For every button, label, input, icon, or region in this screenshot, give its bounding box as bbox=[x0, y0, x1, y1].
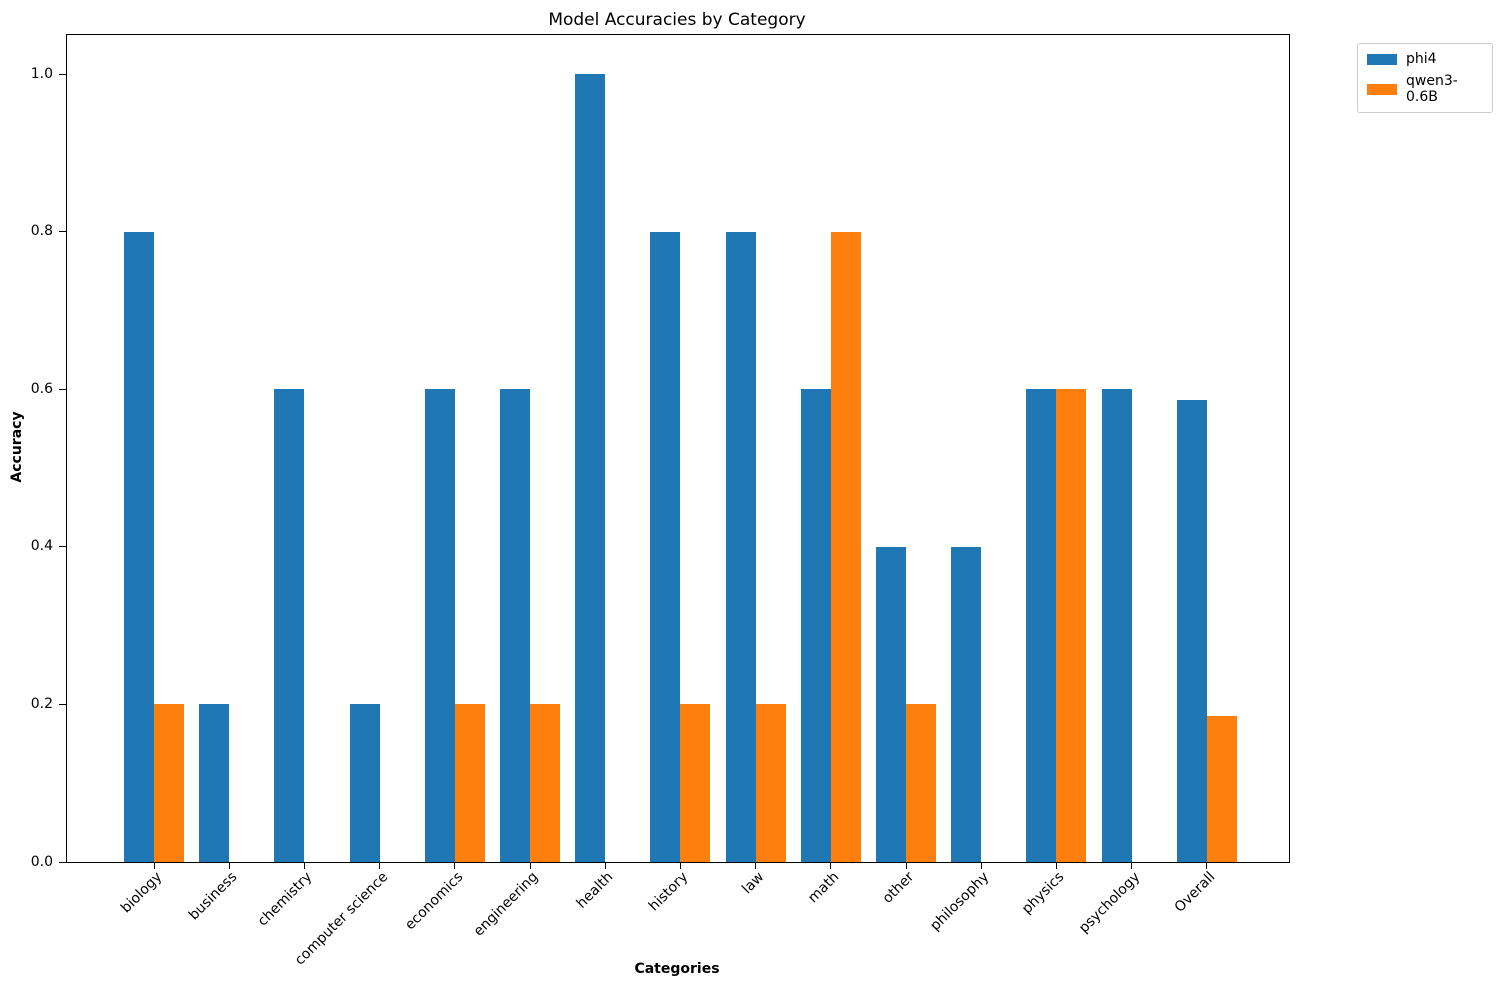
legend-swatch-phi4 bbox=[1367, 53, 1397, 65]
bar-phi4-history bbox=[650, 231, 681, 862]
x-tick-mark bbox=[755, 862, 757, 869]
bar-qwen3-0.6B-physics bbox=[1056, 389, 1087, 862]
x-tick-mark bbox=[454, 862, 456, 869]
x-tick-mark bbox=[379, 862, 381, 869]
y-tick-mark bbox=[59, 703, 67, 705]
bar-phi4-health bbox=[575, 74, 606, 862]
x-tick-label-biology: biology bbox=[117, 869, 166, 917]
y-axis-label: Accuracy bbox=[9, 411, 25, 483]
bar-qwen3-0.6B-other bbox=[906, 704, 936, 862]
x-tick-mark bbox=[228, 862, 230, 869]
legend-swatch-qwen3-0.6B bbox=[1367, 83, 1397, 95]
x-tick-mark bbox=[1131, 862, 1133, 869]
bar-qwen3-0.6B-Overall bbox=[1206, 715, 1237, 862]
legend: phi4 qwen3-0.6B bbox=[1357, 43, 1493, 113]
y-tick-label: 0.6 bbox=[30, 380, 53, 397]
bar-phi4-psychology bbox=[1101, 389, 1132, 862]
legend-label-qwen3-0.6B: qwen3-0.6B bbox=[1406, 73, 1458, 105]
y-tick-label: 0.0 bbox=[30, 853, 53, 870]
bar-qwen3-0.6B-history bbox=[680, 704, 711, 862]
bar-qwen3-0.6B-engineering bbox=[530, 704, 560, 862]
bar-phi4-physics bbox=[1026, 389, 1057, 862]
bar-qwen3-0.6B-economics bbox=[454, 704, 485, 862]
x-axis-label: Categories bbox=[634, 961, 720, 977]
bar-phi4-business bbox=[199, 704, 230, 862]
x-tick-mark bbox=[1055, 862, 1057, 869]
x-tick-mark bbox=[1206, 862, 1208, 869]
y-tick-mark bbox=[59, 73, 67, 75]
x-tick-mark bbox=[830, 862, 832, 869]
bar-phi4-biology bbox=[124, 231, 154, 862]
bar-phi4-engineering bbox=[500, 389, 530, 862]
chart-title: Model Accuracies by Category bbox=[548, 10, 806, 30]
x-tick-mark bbox=[679, 862, 681, 869]
bar-phi4-economics bbox=[424, 389, 455, 862]
x-tick-mark bbox=[980, 862, 982, 869]
y-tick-mark bbox=[59, 861, 67, 863]
bar-phi4-philosophy bbox=[951, 546, 982, 862]
x-tick-mark bbox=[905, 862, 907, 869]
y-tick-label: 0.8 bbox=[30, 223, 53, 240]
y-tick-label: 0.4 bbox=[30, 538, 53, 555]
y-tick-label: 0.2 bbox=[30, 695, 53, 712]
bar-qwen3-0.6B-law bbox=[755, 704, 786, 862]
y-tick-mark bbox=[59, 231, 67, 233]
bar-phi4-other bbox=[876, 546, 906, 862]
x-tick-mark bbox=[529, 862, 531, 869]
bar-phi4-chemistry bbox=[274, 389, 305, 862]
y-tick-mark bbox=[59, 388, 67, 390]
bar-qwen3-0.6B-biology bbox=[154, 704, 184, 862]
bar-phi4-math bbox=[800, 389, 831, 862]
bar-phi4-law bbox=[725, 231, 756, 862]
y-tick-label: 1.0 bbox=[30, 65, 53, 82]
bar-phi4-Overall bbox=[1176, 400, 1207, 862]
legend-label-phi4: phi4 bbox=[1406, 51, 1437, 67]
y-tick-mark bbox=[59, 546, 67, 548]
legend-entry-qwen3-0.6B: qwen3-0.6B bbox=[1367, 73, 1483, 105]
x-tick-mark bbox=[303, 862, 305, 869]
bar-phi4-computer-science bbox=[349, 704, 380, 862]
x-tick-mark bbox=[604, 862, 606, 869]
legend-entry-phi4: phi4 bbox=[1367, 51, 1483, 67]
x-tick-mark bbox=[153, 862, 155, 869]
plot-area: 0.0 0.2 0.4 0.6 0.8 1.0 biology business chemist… bbox=[31, 34, 1290, 968]
bar-qwen3-0.6B-math bbox=[830, 231, 861, 862]
